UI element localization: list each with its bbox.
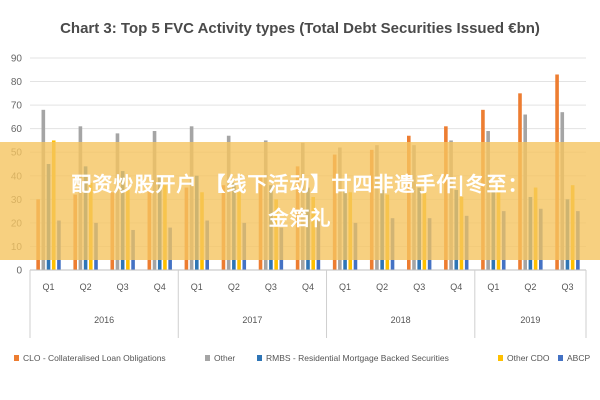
- legend-swatch: [498, 355, 503, 361]
- legend-swatch: [205, 355, 210, 361]
- year-label: 2018: [391, 315, 411, 325]
- x-tick-label: Q2: [524, 282, 536, 292]
- legend: CLO - Collateralised Loan Obligations Oth…: [14, 353, 590, 363]
- legend-label: Other CDO: [507, 353, 550, 363]
- x-tick-label: Q3: [561, 282, 573, 292]
- year-label: 2016: [94, 315, 114, 325]
- y-tick-label: 70: [11, 101, 23, 112]
- year-label: 2017: [242, 315, 262, 325]
- y-tick-label: 0: [16, 266, 22, 277]
- legend-swatch: [14, 355, 19, 361]
- x-tick-label: Q1: [487, 282, 499, 292]
- legend-label: RMBS - Residential Mortgage Backed Secur…: [266, 353, 449, 363]
- x-tick-label: Q1: [43, 282, 55, 292]
- legend-label: Other: [214, 353, 235, 363]
- legend-swatch: [257, 355, 262, 361]
- legend-label: ABCP: [567, 353, 590, 363]
- chart-title: Chart 3: Top 5 FVC Activity types (Total…: [60, 20, 540, 37]
- x-tick-label: Q3: [117, 282, 129, 292]
- x-tick-label: Q3: [265, 282, 277, 292]
- y-tick-label: 60: [11, 124, 23, 135]
- x-tick-label: Q4: [154, 282, 166, 292]
- x-tick-label: Q4: [302, 282, 314, 292]
- x-tick-label: Q1: [339, 282, 351, 292]
- y-tick-label: 80: [11, 77, 23, 88]
- x-tick-label: Q4: [450, 282, 462, 292]
- legend-swatch: [558, 355, 563, 361]
- promo-banner[interactable]: 配资炒股开户 【线下活动】廿四非遗手作|冬至： 金箔礼: [0, 142, 600, 260]
- promo-banner-line-2: 金箔礼: [268, 206, 332, 230]
- x-tick-label: Q2: [228, 282, 240, 292]
- y-tick-label: 90: [11, 54, 23, 65]
- promo-banner-line-1: 配资炒股开户 【线下活动】廿四非遗手作|冬至：: [71, 172, 529, 196]
- x-tick-label: Q3: [413, 282, 425, 292]
- x-tick-label: Q2: [376, 282, 388, 292]
- x-tick-label: Q2: [80, 282, 92, 292]
- x-tick-label: Q1: [191, 282, 203, 292]
- year-label: 2019: [520, 315, 540, 325]
- legend-label: CLO - Collateralised Loan Obligations: [23, 353, 166, 363]
